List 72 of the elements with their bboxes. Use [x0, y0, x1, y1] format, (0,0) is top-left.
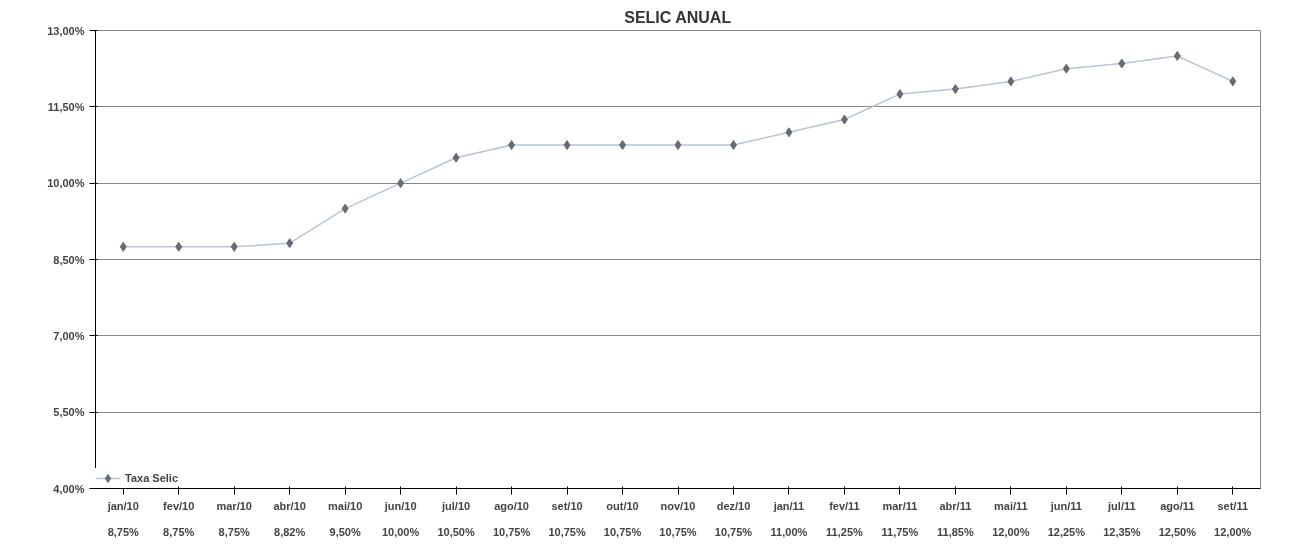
- data-label: 11,85%: [937, 525, 974, 538]
- x-tick-label: jun/11: [1049, 499, 1082, 512]
- point: [119, 241, 127, 252]
- x-tick-label: jan/11: [772, 499, 805, 512]
- y-tick-label: 13,00%: [47, 24, 85, 37]
- x-tick-label: jul/11: [1107, 499, 1136, 512]
- data-label: 10,75%: [714, 525, 753, 538]
- data-label: 12,00%: [992, 525, 1030, 538]
- point: [896, 89, 904, 100]
- x-tick-label: ago/10: [494, 499, 530, 512]
- y-tick-label: 5,50%: [53, 406, 85, 419]
- point: [729, 140, 737, 150]
- data-label: 8,82%: [274, 525, 306, 538]
- y-tick-label: 11,50%: [47, 100, 85, 113]
- x-tick-label: out/10: [606, 499, 639, 512]
- data-label: 11,25%: [826, 525, 863, 538]
- data-label: 10,75%: [603, 525, 642, 538]
- point: [563, 140, 571, 150]
- point: [785, 127, 793, 138]
- y-tick-label: 8,50%: [53, 253, 85, 266]
- x-tick-label: set/11: [1217, 499, 1249, 512]
- point: [1118, 58, 1126, 69]
- x-tick-label: mar/10: [216, 499, 252, 512]
- data-label: 12,35%: [1103, 525, 1141, 538]
- data-label: 12,25%: [1047, 525, 1086, 538]
- point: [175, 241, 183, 252]
- data-label: 11,75%: [881, 525, 919, 538]
- data-label: 8,75%: [163, 525, 195, 538]
- x-tick-label: nov/10: [660, 499, 696, 512]
- x-tick-label: dez/10: [716, 499, 751, 512]
- legend-label: Taxa Selic: [125, 472, 178, 484]
- data-label: 10,00%: [381, 525, 420, 538]
- x-tick-label: fev/10: [163, 499, 195, 512]
- y-tick-label: 10,00%: [47, 177, 85, 190]
- y-tick-label: 4,00%: [53, 482, 85, 495]
- x-tick-label: jan/10: [106, 499, 139, 512]
- data-label: 8,75%: [218, 525, 250, 538]
- point: [397, 178, 405, 189]
- point: [951, 84, 959, 95]
- data-label: 12,00%: [1214, 525, 1252, 538]
- data-label: 10,75%: [659, 525, 697, 538]
- point: [508, 140, 516, 150]
- data-label: 9,50%: [329, 525, 361, 538]
- data-label: 10,75%: [548, 525, 586, 538]
- x-tick-label: abr/11: [939, 499, 972, 512]
- x-tick-label: abr/10: [273, 499, 306, 512]
- x-tick-label: ago/11: [1160, 499, 1195, 512]
- point: [1173, 50, 1181, 61]
- point: [674, 140, 682, 150]
- x-tick-label: jun/10: [383, 499, 417, 512]
- data-label: 11,00%: [770, 525, 808, 538]
- point: [619, 140, 627, 150]
- x-tick-label: fev/11: [829, 499, 860, 512]
- data-label: 10,50%: [437, 525, 475, 538]
- data-label: 8,75%: [107, 525, 140, 538]
- chart-title: SELIC ANUAL: [624, 8, 732, 26]
- point: [1229, 76, 1237, 87]
- point: [1062, 63, 1070, 74]
- x-tick-label: set/10: [551, 499, 583, 512]
- x-tick-label: mai/11: [994, 499, 1028, 512]
- data-label: 12,50%: [1158, 525, 1197, 538]
- data-label: 10,75%: [492, 525, 531, 538]
- x-tick-label: mai/10: [328, 499, 363, 512]
- x-tick-label: jul/10: [441, 499, 471, 512]
- point: [452, 152, 460, 163]
- y-tick-label: 7,00%: [53, 329, 85, 342]
- point: [1007, 76, 1015, 87]
- x-tick-label: mar/11: [882, 499, 918, 512]
- point: [341, 203, 349, 214]
- point: [230, 241, 238, 252]
- point: [286, 238, 294, 249]
- point: [840, 114, 848, 125]
